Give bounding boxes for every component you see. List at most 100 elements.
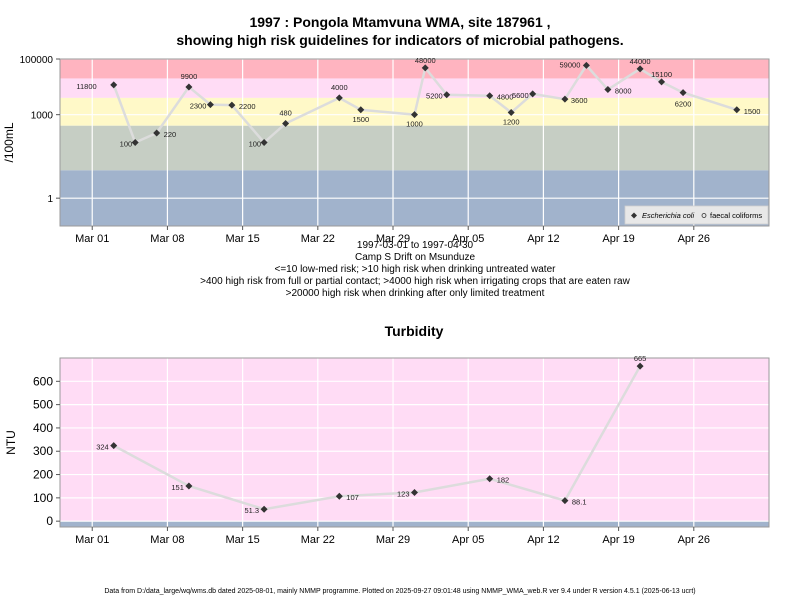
data-point: [411, 111, 418, 119]
data-point: [636, 362, 644, 370]
data-label: 2200: [239, 102, 256, 111]
data-point: [260, 505, 268, 513]
x-tick-label: Mar 01: [75, 534, 109, 546]
data-label: 100: [249, 140, 262, 149]
data-label: 5600: [512, 91, 529, 100]
data-point: [582, 61, 590, 69]
y-axis-label: NTU: [4, 430, 18, 455]
y-tick-label: 100000: [20, 55, 54, 66]
date-range-label: 1997-03-01 to 1997-04-30: [356, 240, 474, 251]
data-label: 88.1: [572, 498, 587, 507]
x-tick-label: Apr 26: [678, 233, 710, 245]
data-label: 107: [346, 493, 359, 502]
data-label: 44000: [630, 57, 651, 66]
x-tick-label: Mar 29: [376, 534, 410, 546]
x-tick-label: Apr 19: [602, 233, 634, 245]
data-point: [486, 92, 494, 100]
y-axis-label: /100mL: [2, 122, 16, 162]
data-point: [110, 81, 118, 89]
x-tick-label: Apr 19: [602, 534, 634, 546]
y-tick-label: 100: [33, 491, 53, 505]
data-label: 5200: [426, 92, 443, 101]
data-label: 151: [171, 483, 184, 492]
data-label: 1200: [503, 117, 520, 126]
data-point: [335, 492, 343, 500]
data-point: [185, 482, 193, 490]
data-point: [421, 64, 429, 72]
x-tick-label: Apr 05: [452, 534, 484, 546]
x-tick-label: Apr 12: [527, 233, 559, 245]
data-label: 480: [279, 109, 292, 118]
y-tick-label: 500: [33, 398, 53, 412]
data-label: 15100: [651, 70, 672, 79]
risk-band-0: [60, 59, 769, 79]
x-tick-label: Apr 05: [452, 233, 484, 245]
turbidity-panel: Mar 01 Mar 08 Mar 15 Mar 22 Mar 29 Apr 05 Apr …: [4, 323, 770, 546]
data-point: [486, 475, 494, 483]
legend-ecoli-label: Escherichia coli: [642, 211, 694, 220]
legend-box: [624, 205, 769, 225]
data-label: 48000: [415, 56, 436, 65]
x-tick-label: Mar 15: [225, 233, 259, 245]
chart-title-line-2: showing high risk guidelines for indicat…: [176, 32, 624, 48]
data-point: [282, 120, 290, 128]
data-label: 1500: [352, 115, 369, 124]
chart-title-line-1: 1997 : Pongola Mtamvuna WMA, site 187961…: [249, 14, 551, 30]
y-tick-label: 1: [47, 194, 53, 205]
high-band: [60, 358, 769, 522]
y-tick-label: 0: [46, 514, 53, 528]
x-tick-label: Apr 26: [678, 534, 710, 546]
risk-band-3: [60, 125, 769, 171]
data-point: [335, 94, 343, 102]
data-point: [260, 139, 268, 146]
data-point: [679, 89, 687, 97]
x-tick-label: Mar 22: [301, 534, 335, 546]
data-point: [443, 91, 451, 99]
data-point: [206, 101, 214, 109]
data-label: 11800: [76, 82, 96, 91]
data-point: [228, 101, 236, 109]
site-name-label: Camp S Drift on Msunduze: [354, 252, 476, 263]
data-point: [604, 86, 612, 94]
data-label: 123: [397, 490, 410, 499]
legend-faecal-marker: [701, 213, 707, 218]
series-line: [113, 365, 642, 511]
data-label: 220: [164, 130, 177, 139]
data-point: [561, 95, 569, 103]
data-label: 1500: [744, 107, 761, 116]
data-label: 324: [96, 443, 109, 452]
data-label: 665: [634, 354, 647, 363]
y-tick-label: 1000: [31, 111, 54, 122]
data-label: 59000: [560, 60, 581, 69]
ecoli-panel: Mar 01 Mar 08 Mar 15 Mar 22 Mar 29 Apr 05 Apr …: [2, 55, 770, 245]
guideline-text-3: >20000 high risk when drinking after onl…: [285, 288, 545, 299]
data-point: [561, 497, 569, 505]
low-band: [60, 521, 769, 527]
data-label: 8000: [615, 87, 632, 96]
x-tick-label: Mar 08: [150, 534, 184, 546]
data-label: 3600: [571, 96, 588, 105]
data-point: [529, 90, 537, 98]
x-tick-label: Mar 22: [301, 233, 335, 245]
data-label: 182: [497, 476, 510, 485]
turbidity-title: Turbidity: [385, 323, 444, 339]
data-label: 4800: [497, 93, 514, 102]
legend-ecoli-marker: [631, 212, 637, 219]
data-point: [733, 106, 741, 114]
x-tick-label: Apr 12: [527, 534, 559, 546]
guideline-text-2: >400 high risk from full or partial cont…: [200, 276, 630, 287]
legend-faecal-label: faecal coliforms: [710, 211, 762, 220]
x-tick-label: Mar 08: [150, 233, 184, 245]
legend: Escherichia coli faecal coliforms: [624, 205, 769, 225]
data-label: 51.3: [244, 506, 259, 515]
plot-frame: [59, 357, 770, 528]
data-point: [110, 442, 118, 450]
data-label: 1000: [406, 120, 423, 129]
x-tick-label: Mar 01: [75, 233, 109, 245]
data-point: [658, 78, 666, 86]
data-label: 4000: [331, 83, 348, 92]
risk-band-1: [60, 78, 769, 98]
data-point: [507, 108, 515, 116]
y-tick-label: 600: [33, 374, 53, 388]
plot-frame: [59, 58, 770, 227]
